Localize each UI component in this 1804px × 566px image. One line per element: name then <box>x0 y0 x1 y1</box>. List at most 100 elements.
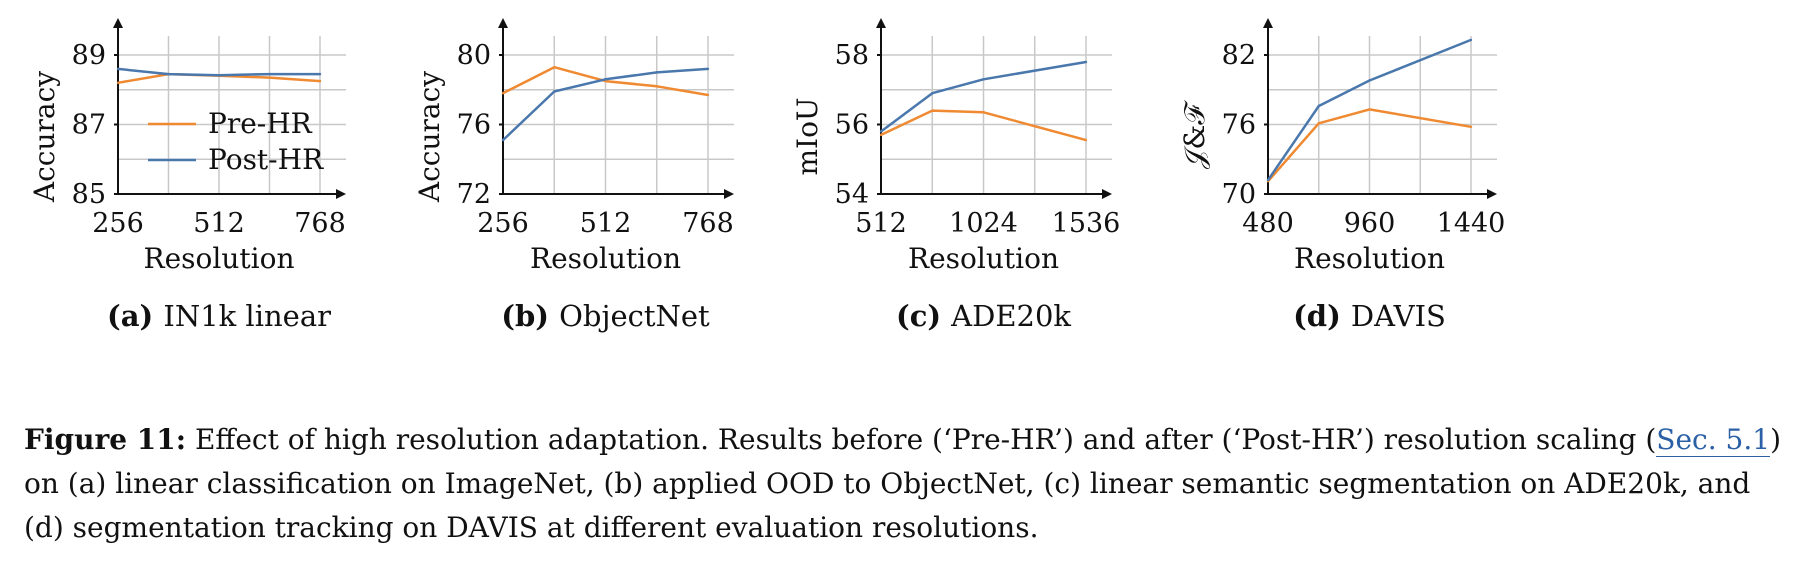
y-axis-arrow <box>1263 18 1273 28</box>
subcaption-text: ObjectNet <box>559 299 710 333</box>
figure-caption-label: Figure 11: <box>24 423 187 456</box>
data-point-pre-hr <box>655 85 658 88</box>
subcaption-text: ADE20k <box>950 299 1071 333</box>
data-point-post-hr <box>116 67 120 71</box>
y-tick-label: 89 <box>72 40 106 71</box>
y-tick-label: 82 <box>1222 40 1256 71</box>
series-line-post-hr <box>1266 38 1472 181</box>
data-point-pre-hr <box>116 81 120 85</box>
subcaption-letter: (a) <box>107 299 163 333</box>
data-point-post-hr <box>1469 38 1473 42</box>
y-axis-arrow <box>498 18 508 28</box>
x-tick-label: 480 <box>1242 208 1294 239</box>
data-point-post-hr <box>268 72 271 76</box>
x-tick-label: 512 <box>193 208 245 239</box>
data-point-pre-hr <box>501 92 505 95</box>
x-tick-label: 256 <box>477 208 529 239</box>
data-point-post-hr <box>604 78 607 81</box>
y-tick-label: 58 <box>835 40 869 71</box>
data-point-pre-hr <box>1317 122 1320 125</box>
data-point-post-hr <box>931 92 934 95</box>
legend-label-post: Post-HR <box>208 143 324 176</box>
figure-caption-text-1: Effect of high resolution adaptation. Re… <box>194 423 1657 456</box>
data-point-pre-hr <box>318 79 322 83</box>
data-point-post-hr <box>1317 104 1320 108</box>
x-tick-label: 512 <box>580 208 632 239</box>
subcaption: (b) ObjectNet <box>501 299 710 333</box>
y-axis-arrow <box>876 18 886 28</box>
x-tick-label: 1440 <box>1437 208 1506 239</box>
data-point-pre-hr <box>706 93 710 97</box>
x-tick-label: 960 <box>1344 208 1396 239</box>
legend-label-pre: Pre-HR <box>208 107 313 140</box>
x-tick-label: 1536 <box>1052 208 1121 239</box>
y-tick-label: 87 <box>72 110 106 141</box>
subcaption-text: IN1k linear <box>163 299 331 333</box>
data-point-post-hr <box>318 72 322 76</box>
data-point-post-hr <box>655 71 658 74</box>
data-point-pre-hr <box>1469 125 1473 129</box>
series-line-post-hr <box>880 60 1087 133</box>
y-tick-label: 72 <box>457 179 491 210</box>
data-point-pre-hr <box>1084 138 1088 142</box>
x-tick-label: 768 <box>682 208 734 239</box>
subcaption-text: DAVIS <box>1351 299 1446 333</box>
data-point-post-hr <box>553 90 556 93</box>
y-tick-label: 70 <box>1222 179 1256 210</box>
data-point-pre-hr <box>982 111 985 114</box>
x-axis-arrow <box>724 189 734 199</box>
x-axis-arrow <box>1102 189 1112 199</box>
subcaption-letter: (d) <box>1293 299 1351 333</box>
figure-caption-text-2: ) on (a) linear classification on ImageN… <box>24 423 1781 544</box>
subcaption: (d) DAVIS <box>1293 299 1446 333</box>
y-axis-title: 𝒥&ℱ <box>1178 100 1211 169</box>
y-axis-title: Accuracy <box>413 71 446 203</box>
y-tick-label: 56 <box>835 110 869 141</box>
data-point-post-hr <box>1266 178 1270 182</box>
subcaption-letter: (b) <box>501 299 559 333</box>
x-axis-title: Resolution <box>908 242 1059 275</box>
x-axis-title: Resolution <box>1294 242 1445 275</box>
x-tick-label: 512 <box>855 208 907 239</box>
data-point-post-hr <box>706 67 710 71</box>
x-axis-title: Resolution <box>530 242 681 275</box>
data-point-pre-hr <box>931 109 934 112</box>
x-tick-label: 768 <box>294 208 346 239</box>
data-point-post-hr <box>501 138 505 142</box>
series-line-pre-hr <box>880 109 1087 142</box>
x-tick-label: 1024 <box>949 208 1018 239</box>
y-tick-label: 76 <box>457 110 491 141</box>
y-axis-title: Accuracy <box>28 71 61 203</box>
data-point-post-hr <box>1084 60 1088 64</box>
x-axis-title: Resolution <box>144 242 295 275</box>
data-point-post-hr <box>982 78 985 81</box>
y-axis-title: mIoU <box>791 97 824 175</box>
y-tick-label: 54 <box>835 179 869 210</box>
y-tick-label: 80 <box>457 40 491 71</box>
y-tick-label: 76 <box>1222 110 1256 141</box>
data-point-post-hr <box>1368 79 1371 82</box>
data-point-pre-hr <box>553 65 556 69</box>
y-tick-label: 85 <box>72 179 106 210</box>
subcaption: (a) IN1k linear <box>107 299 331 333</box>
section-link[interactable]: Sec. 5.1 <box>1656 423 1771 457</box>
figure-caption: Figure 11: Effect of high resolution ada… <box>24 418 1784 550</box>
series-line-pre-hr <box>1267 108 1472 183</box>
data-point-pre-hr <box>1368 108 1371 111</box>
data-point-post-hr <box>167 72 170 76</box>
subcaption-letter: (c) <box>896 299 951 333</box>
x-tick-label: 256 <box>92 208 144 239</box>
data-point-post-hr <box>879 130 883 133</box>
data-point-pre-hr <box>268 76 271 79</box>
x-axis-arrow <box>336 189 346 199</box>
data-point-post-hr <box>217 73 221 77</box>
y-axis-arrow <box>113 18 123 28</box>
data-point-pre-hr <box>879 133 883 137</box>
